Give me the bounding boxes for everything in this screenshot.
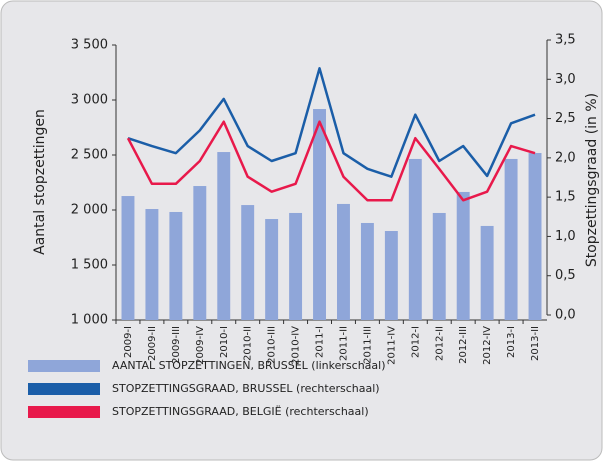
bar (384, 231, 398, 320)
y-axis-title: Aantal stopzettingen (32, 109, 48, 255)
bar (480, 225, 494, 320)
x-tick-label: 2012-IV (482, 326, 493, 365)
bar (217, 152, 231, 320)
x-tick-label: 2009-III (171, 326, 182, 364)
x-tick-label: 2013-II (530, 326, 541, 361)
bar (360, 222, 374, 320)
y2-tick-label: 1,0 (555, 229, 576, 244)
y-tick-label: 3 000 (71, 93, 108, 108)
x-tick-label: 2012-I (410, 326, 421, 358)
bar (169, 211, 183, 320)
bar (528, 153, 542, 320)
bar (145, 209, 159, 320)
bar (337, 203, 350, 320)
legend-label: STOPZETTINGSGRAAD, BRUSSEL (rechterschaa… (112, 382, 380, 395)
x-tick-label: 2012-II (434, 326, 445, 361)
legend-swatch (28, 406, 100, 418)
y2-tick-label: 1,5 (555, 190, 576, 205)
bar (241, 205, 255, 320)
legend-swatch (28, 383, 100, 395)
bar (408, 158, 422, 320)
x-tick-label: 2011-I (315, 326, 326, 358)
legend-label: AANTAL STOPZETTINGEN, BRUSSEL (linkersch… (112, 359, 386, 372)
y-tick-label: 2 000 (71, 203, 108, 218)
y2-tick-label: 3,5 (555, 33, 576, 48)
x-tick-label: 2010-I (219, 326, 230, 358)
y-tick-label: 3 500 (71, 38, 108, 53)
y2-tick-label: 2,5 (555, 111, 576, 126)
x-tick-label: 2010-IV (291, 326, 302, 365)
x-tick-label: 2013-I (506, 326, 517, 358)
x-tick-label: 2010-II (243, 326, 254, 361)
bar (265, 219, 279, 320)
bar (289, 212, 303, 320)
y-tick-label: 1 000 (71, 313, 108, 328)
x-tick-label: 2011-II (338, 326, 349, 361)
bar (504, 158, 518, 320)
x-tick-label: 2011-IV (386, 326, 397, 365)
bar (193, 186, 207, 320)
x-tick-label: 2009-I (123, 326, 134, 358)
y2-tick-label: 3,0 (555, 72, 576, 87)
y-tick-label: 2 500 (71, 148, 108, 163)
bar (121, 196, 135, 320)
y2-tick-label: 0,0 (555, 308, 576, 323)
y2-tick-label: 2,0 (555, 150, 576, 165)
line (127, 67, 536, 178)
bar (432, 212, 446, 320)
line (126, 120, 536, 202)
bar (313, 109, 326, 321)
x-tick-label: 2010-III (267, 326, 278, 364)
y2-tick-label: 0,5 (555, 268, 576, 283)
legend-label: STOPZETTINGSGRAAD, BELGIË (rechterschaal… (112, 405, 369, 418)
x-tick-label: 2011-III (362, 326, 373, 364)
bar (456, 191, 470, 320)
x-tick-label: 2012-III (458, 326, 469, 364)
x-tick-label: 2009-II (147, 326, 158, 361)
legend-swatch (28, 360, 100, 372)
y2-axis-title: Stopzettingsgraad (in %) (584, 93, 600, 267)
x-tick-label: 2009-IV (195, 326, 206, 365)
y-tick-label: 1 500 (71, 258, 108, 273)
